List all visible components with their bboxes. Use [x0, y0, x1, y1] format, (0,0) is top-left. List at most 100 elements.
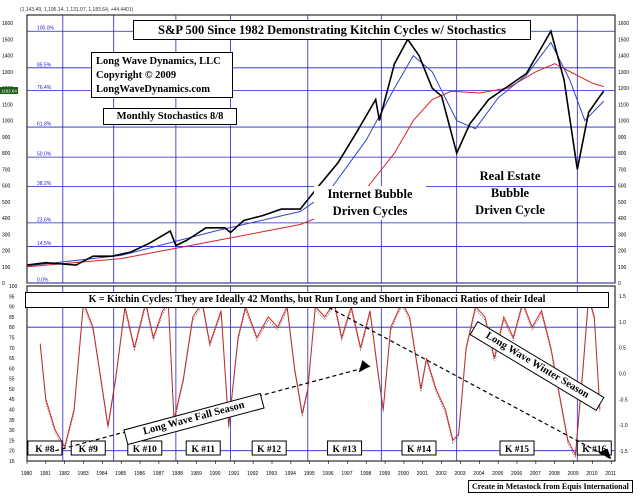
stoch-tick-label: 20	[9, 449, 15, 455]
y-tick-label-left: 100	[2, 265, 11, 271]
stochastic-panel-frame	[26, 285, 616, 462]
y-tick-label-right: 300	[618, 232, 627, 238]
fib-level-label: 38.2%	[37, 181, 52, 187]
x-tick-label: 1982	[59, 471, 70, 477]
real-estate-label: Real Estate Bubble Driven Cycle	[468, 168, 552, 219]
kitchin-cycle-box-bg	[499, 440, 535, 456]
stoch-tick-label: 35	[9, 418, 15, 424]
stoch-right-tick-label: 0.0	[619, 372, 626, 378]
copyright-line-site: LongWaveDynamics.com	[96, 84, 211, 95]
internet-bubble-line1: Internet Bubble	[327, 187, 413, 201]
real-estate-line1: Real Estate	[479, 169, 541, 183]
stoch-right-tick-label: -1.5	[619, 449, 628, 455]
kitchin-cycle-box: K #14	[401, 440, 437, 456]
kitchin-cycle-box-bg	[327, 440, 363, 456]
x-tick-label: 1997	[341, 471, 352, 477]
x-tick-label: 1987	[153, 471, 164, 477]
y-tick-label-right: 100	[618, 265, 627, 271]
y-tick-label-left: 1400	[2, 54, 13, 60]
stoch-tick-label: 100	[9, 284, 18, 290]
kitchin-cycle-label: K #11	[191, 445, 215, 455]
stoch-tick-label: 70	[9, 346, 15, 352]
kitchin-cycle-box: K #12	[251, 440, 287, 456]
x-tick-label: 2010	[586, 471, 597, 477]
x-tick-label: 1994	[285, 471, 296, 477]
y-tick-label-right: 1300	[618, 70, 629, 76]
stoch-right-tick-label: -1.0	[619, 423, 628, 429]
x-tick-label: 2002	[436, 471, 447, 477]
kitchin-cycle-box: K #8	[27, 440, 63, 456]
stoch-tick-label: 90	[9, 305, 15, 311]
copyright-line-year: Copyright © 2009	[96, 70, 177, 81]
kitchin-cycle-box-bg	[401, 440, 437, 456]
x-tick-label: 1984	[96, 471, 107, 477]
header-info: (1,143.49, 1,196.14, 1,131.07, 1,183.64,…	[20, 7, 134, 13]
y-tick-label-right: 1100	[618, 102, 629, 108]
kitchin-cycle-label: K #12	[257, 445, 281, 455]
copyright-line-company: Long Wave Dynamics, LLC	[96, 56, 221, 67]
stoch-tick-label: 80	[9, 325, 15, 331]
real-estate-line2: Bubble	[490, 186, 530, 200]
stoch-right-tick-label: -0.5	[619, 397, 628, 403]
kitchin-cycle-box-bg	[251, 440, 287, 456]
y-tick-label-left: 700	[2, 167, 11, 173]
x-tick-label: 1998	[360, 471, 371, 477]
x-tick-label: 1980	[21, 471, 32, 477]
y-tick-label-left: 200	[2, 249, 11, 255]
fib-level-label: 0.0%	[37, 278, 49, 284]
kitchin-caption: K = Kitchin Cycles: They are Ideally 42 …	[25, 292, 609, 308]
current-price-tag	[0, 87, 18, 95]
kitchin-cycle-label: K #13	[333, 445, 357, 455]
x-tick-label: 2004	[473, 471, 484, 477]
price-line	[26, 29, 605, 266]
stoch-tick-label: 85	[9, 315, 15, 321]
kitchin-cycle-box: K #11	[185, 440, 221, 456]
y-tick-label-left: 800	[2, 151, 11, 157]
footer-credit: Create in Metastock from Equis Internati…	[468, 480, 633, 493]
y-tick-label-right: 1200	[618, 86, 629, 92]
internet-bubble-label: Internet Bubble Driven Cycles	[314, 186, 426, 220]
stochastic-signal-line	[39, 299, 601, 459]
y-tick-label-left: 1600	[2, 21, 13, 27]
x-tick-label: 1995	[304, 471, 315, 477]
y-tick-label-right: 0	[618, 281, 621, 287]
fib-level-label: 14.5%	[37, 241, 52, 247]
winter-season-arrowhead	[598, 448, 612, 459]
x-tick-label: 1990	[209, 471, 220, 477]
stoch-tick-label: 65	[9, 356, 15, 362]
x-tick-label: 2009	[568, 471, 579, 477]
stoch-tick-label: 95	[9, 294, 15, 300]
kitchin-cycle-box-bg	[185, 440, 221, 456]
x-tick-label: 2003	[454, 471, 465, 477]
kitchin-cycle-box: K #13	[327, 440, 363, 456]
y-tick-label-left: 1500	[2, 37, 13, 43]
fib-level-label: 61.8%	[37, 122, 52, 128]
stoch-right-tick-label: 1.0	[619, 320, 626, 326]
internet-bubble-line2: Driven Cycles	[332, 204, 408, 218]
fall-season-arrowhead	[358, 360, 370, 373]
x-tick-label: 1999	[379, 471, 390, 477]
x-tick-label: 1992	[247, 471, 258, 477]
chart-title: S&P 500 Since 1982 Demonstrating Kitchin…	[133, 20, 531, 40]
x-tick-label: 2008	[549, 471, 560, 477]
kitchin-cycle-label: K #9	[79, 445, 99, 455]
stoch-tick-label: 55	[9, 377, 15, 383]
y-tick-label-right: 200	[618, 249, 627, 255]
fib-level-label: 100.0%	[37, 26, 55, 32]
y-tick-label-left: 1300	[2, 70, 13, 76]
x-tick-label: 1988	[172, 471, 183, 477]
stoch-right-tick-label: 0.5	[619, 346, 626, 352]
x-tick-label: 1991	[228, 471, 239, 477]
y-tick-label-right: 400	[618, 216, 627, 222]
x-tick-label: 1981	[40, 471, 51, 477]
kitchin-cycle-label: K #8	[35, 445, 55, 455]
x-tick-label: 2005	[492, 471, 503, 477]
y-tick-label-left: 600	[2, 184, 11, 190]
y-tick-label-right: 700	[618, 167, 627, 173]
stochastic-line	[39, 296, 601, 457]
stoch-tick-label: 50	[9, 387, 15, 393]
y-tick-label-right: 1600	[618, 21, 629, 27]
stoch-tick-label: 25	[9, 438, 15, 444]
x-tick-label: 1986	[134, 471, 145, 477]
stoch-tick-label: 30	[9, 428, 15, 434]
